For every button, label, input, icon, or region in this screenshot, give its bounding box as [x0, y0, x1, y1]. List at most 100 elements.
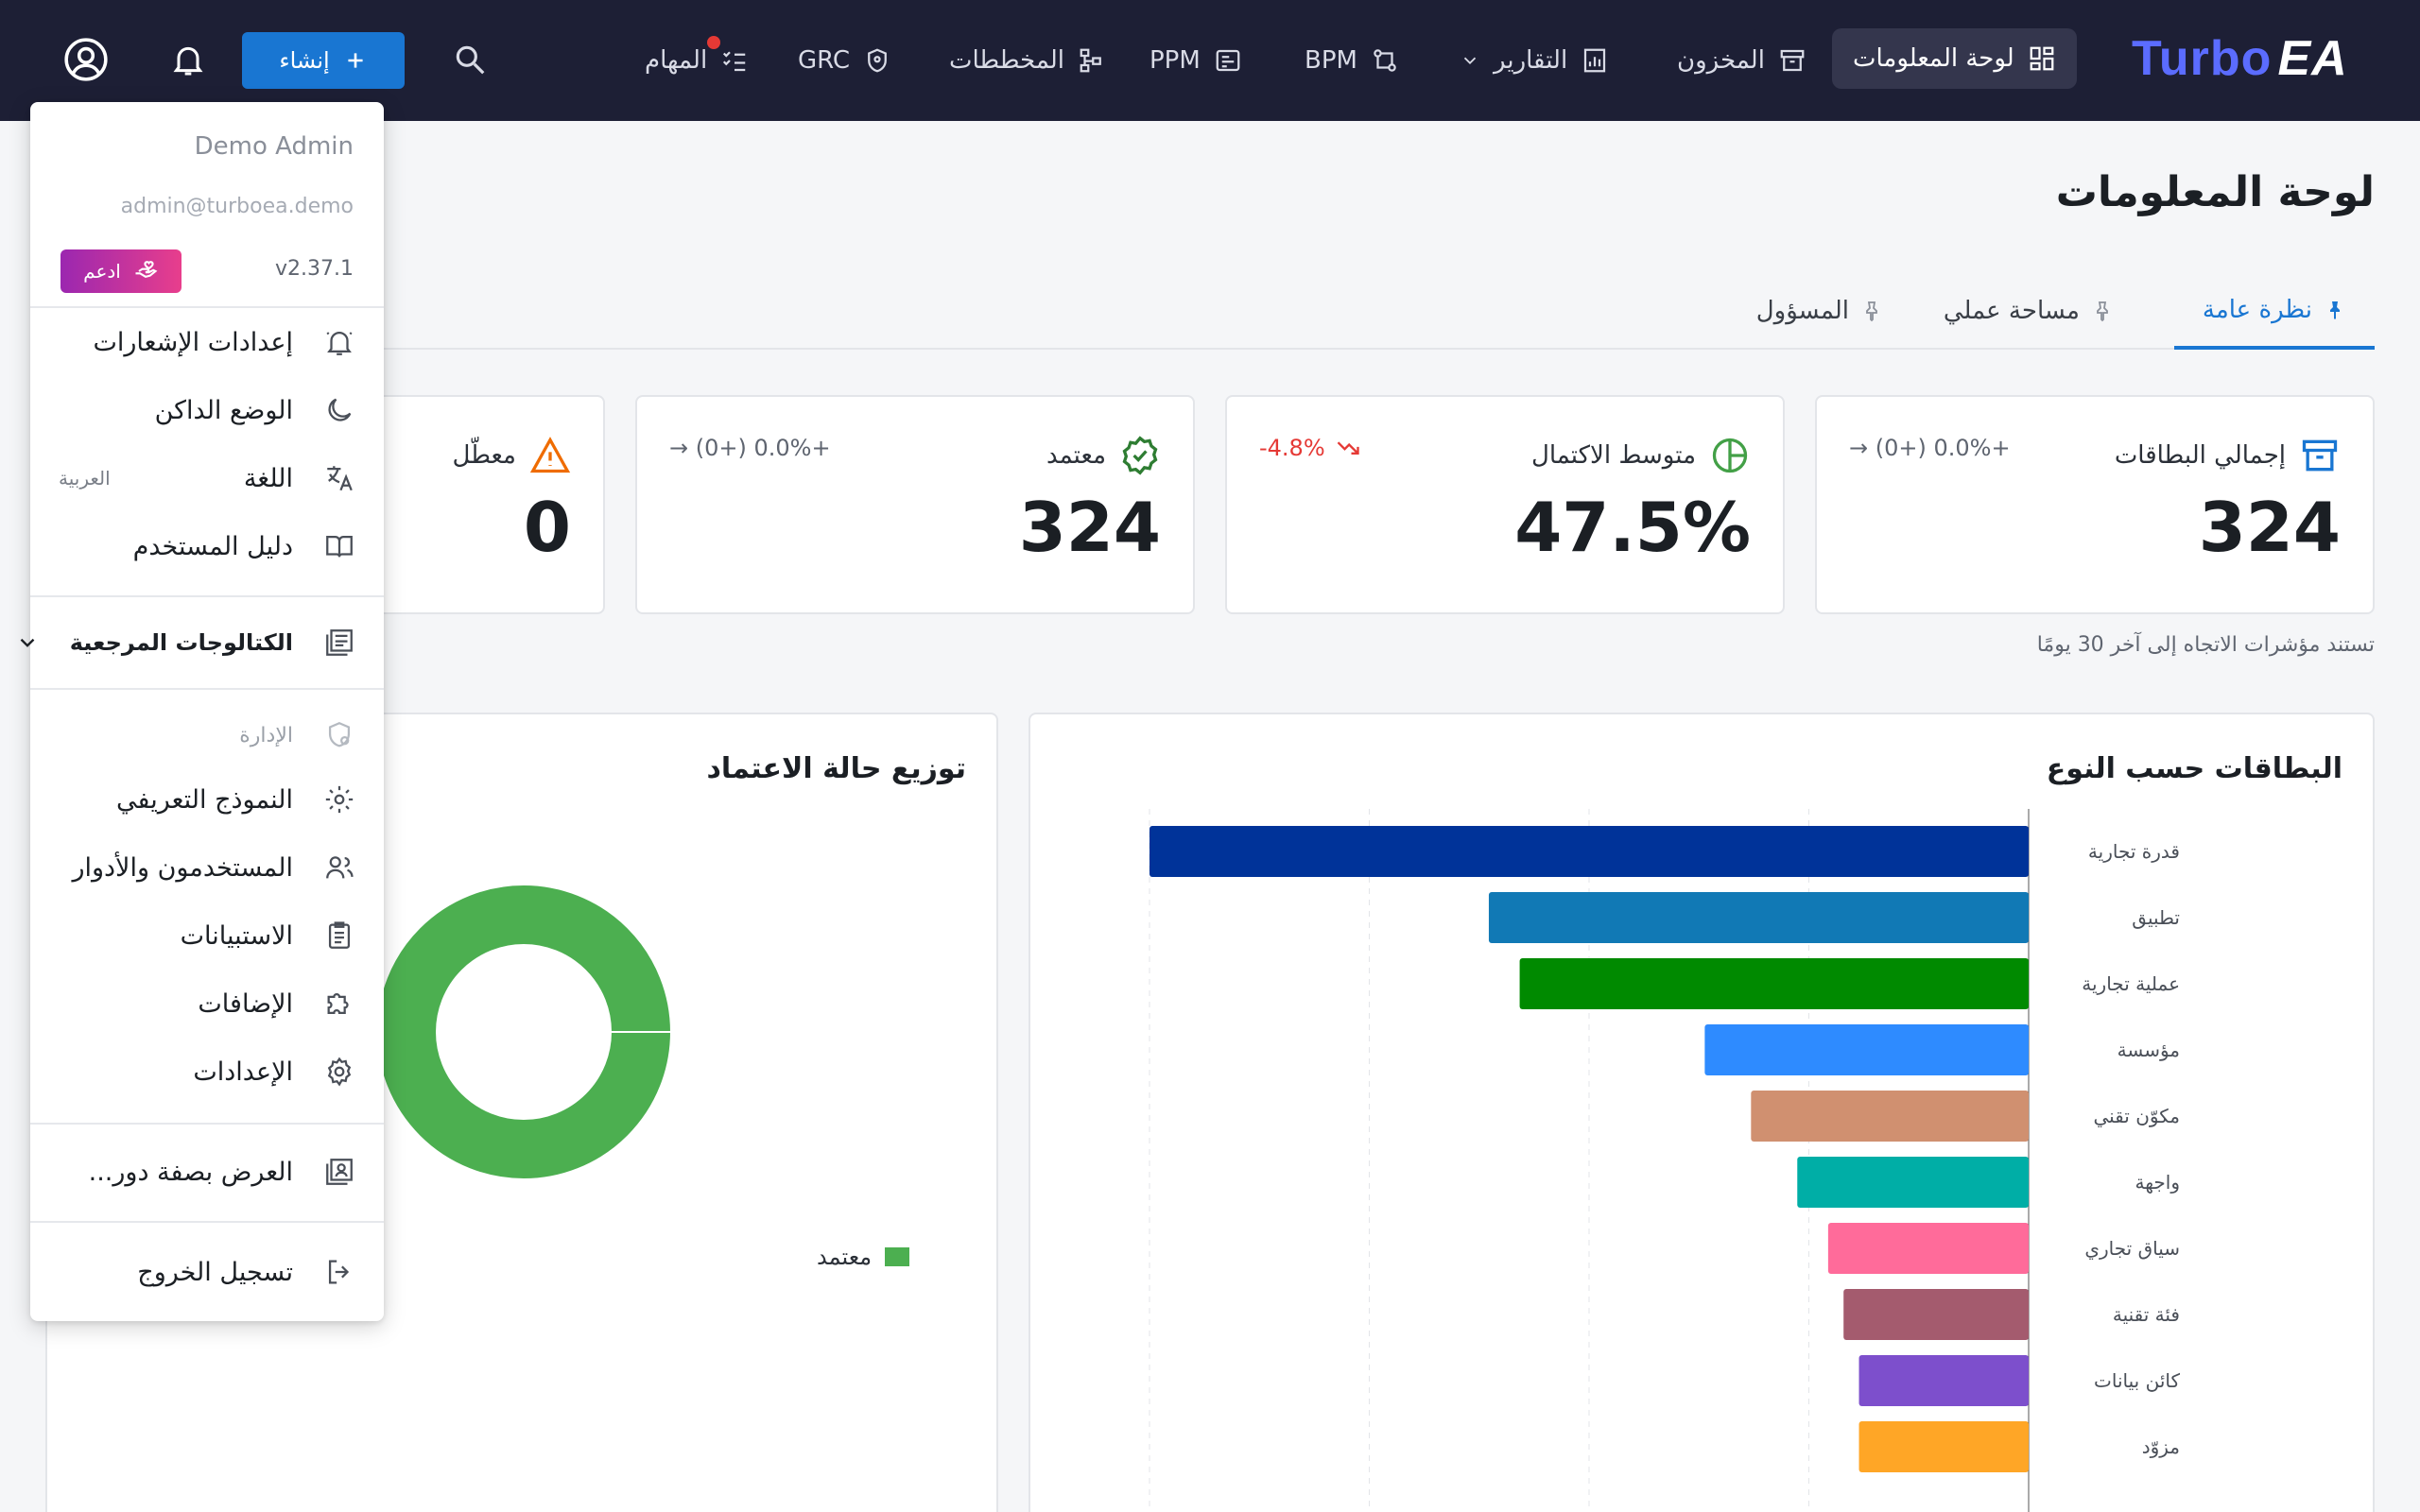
bar-3[interactable]	[1519, 958, 2029, 1009]
divider	[30, 1123, 384, 1125]
user-email: admin@turboea.demo	[120, 195, 354, 218]
support-button[interactable]: ادعم	[60, 249, 182, 293]
logout-icon	[328, 1260, 350, 1284]
report-icon	[1584, 48, 1606, 73]
bar-8[interactable]	[1843, 1289, 2029, 1340]
puzzle-icon	[327, 993, 349, 1015]
bar-category-label: فئة تقنية	[2112, 1303, 2180, 1326]
legend-swatch	[885, 1247, 910, 1266]
nav-ppm[interactable]: PPM	[1150, 36, 1242, 85]
nav-grc[interactable]: GRC	[798, 36, 891, 85]
nav-tasks[interactable]: المهام	[645, 36, 749, 85]
bar-4[interactable]	[1704, 1024, 2029, 1075]
bar-category-label: مكوّن تقني	[2093, 1105, 2180, 1127]
tasks-icon	[723, 51, 746, 72]
bar-5[interactable]	[1751, 1091, 2029, 1142]
kpi-total-cards: إجمالي البطاقات → (0+) 0.0%+ 324	[1815, 395, 2375, 614]
menu-surveys[interactable]: الاستبيانات	[59, 909, 355, 962]
bar-category-label: كائن بيانات	[2094, 1369, 2180, 1392]
view-as-role-icon	[326, 1159, 353, 1185]
menu-logout[interactable]: تسجيل الخروج	[59, 1246, 355, 1298]
current-language: العربية	[59, 467, 111, 490]
kpi-value: 47.5%	[1514, 488, 1751, 567]
tab-overview[interactable]: نظرة عامة	[2173, 274, 2375, 350]
cards-by-type-chart	[1149, 809, 2030, 1512]
menu-reference-catalogs[interactable]: الكتالوجات المرجعية	[20, 616, 355, 669]
app-logo[interactable]: Turbo EA	[2132, 31, 2348, 86]
menu-view-as-role[interactable]: العرض بصفة دور...	[59, 1145, 355, 1198]
menu-metamodel[interactable]: النموذج التعريفي	[59, 773, 355, 826]
kpi-approved: معتمد → (0+) 0.0%+ 324	[635, 395, 1195, 614]
tab-admin[interactable]: المسؤول	[1737, 274, 1902, 348]
bpm-icon	[1374, 49, 1396, 72]
translate-icon	[327, 466, 353, 491]
bar-7[interactable]	[1827, 1223, 2029, 1274]
menu-extensions[interactable]: الإضافات	[59, 977, 355, 1030]
menu-notification-settings[interactable]: إعدادات الإشعارات	[59, 316, 355, 369]
tab-my-workspace[interactable]: مساحة عملي	[1925, 274, 2133, 348]
chart-legend: معتمد	[817, 1244, 910, 1270]
archive-icon	[2302, 439, 2338, 472]
kpi-trend: -4.8%	[1259, 435, 1361, 461]
bell-icon	[173, 46, 203, 76]
plus-icon	[348, 53, 363, 68]
cards-by-type-card: البطاقات حسب النوع قدرة تجارية تطبيق عملية…	[1028, 713, 2375, 1512]
bar-category-label: قدرة تجارية	[2087, 840, 2180, 863]
nav-diagrams[interactable]: المخططات	[949, 36, 1106, 85]
users-icon	[326, 856, 354, 879]
nav-inventory[interactable]: المخزون	[1677, 36, 1806, 85]
notifications-button[interactable]	[163, 34, 214, 85]
nav-dashboard[interactable]: لوحة المعلومات	[1832, 28, 2077, 89]
app-version: v2.37.1	[275, 257, 354, 281]
divider	[30, 688, 384, 690]
menu-settings[interactable]: الإعدادات	[59, 1045, 355, 1098]
nav-bpm[interactable]: BPM	[1305, 36, 1399, 85]
dashboard-icon	[2030, 46, 2054, 71]
pin-icon	[2330, 301, 2340, 319]
bar-2[interactable]	[1488, 892, 2029, 943]
pie-icon	[1712, 438, 1748, 473]
verified-icon	[1122, 436, 1158, 475]
bar-category-label: مؤسسة	[2117, 1039, 2180, 1061]
trend-note: تستند مؤشرات الاتجاه إلى آخر 30 يومًا	[2036, 633, 2375, 657]
pin-outline-icon	[1866, 301, 1877, 322]
bar-1[interactable]	[1150, 826, 2029, 877]
gear-icon	[327, 1057, 352, 1087]
bar-category-label: عملية تجارية	[2082, 972, 2180, 995]
diagram-icon	[1080, 48, 1101, 73]
create-button[interactable]: إنشاء	[242, 32, 405, 89]
bar-category-label: سياق تجاري	[2084, 1237, 2180, 1260]
bell-settings-icon	[326, 332, 353, 355]
bar-9[interactable]	[1858, 1355, 2029, 1406]
bar-category-label: واجهة	[2135, 1171, 2180, 1194]
account-circle-icon	[64, 38, 108, 81]
divider	[30, 306, 384, 308]
kpi-average-completion: متوسط الاكتمال -4.8% 47.5%	[1225, 395, 1785, 614]
shield-icon	[868, 48, 887, 73]
page-title: لوحة المعلومات	[2055, 168, 2375, 216]
dashboard-tabs: نظرة عامة مساحة عملي المسؤول	[359, 274, 2375, 350]
bar-10[interactable]	[1858, 1421, 2029, 1472]
chevron-down-icon	[20, 638, 35, 647]
kpi-value: 324	[2198, 488, 2341, 567]
menu-user-guide[interactable]: دليل المستخدم	[59, 520, 355, 573]
menu-dark-mode[interactable]: الوضع الداكن	[59, 384, 355, 437]
top-navigation-bar: Turbo EA لوحة المعلومات المخزون التقارير …	[0, 0, 2420, 121]
donut-slice-1[interactable]	[377, 885, 670, 1178]
bar-6[interactable]	[1797, 1157, 2029, 1208]
search-button[interactable]	[444, 34, 495, 85]
approval-donut-chart	[377, 885, 670, 1178]
account-button[interactable]	[60, 34, 112, 85]
nav-reports[interactable]: التقارير	[1460, 36, 1609, 85]
divider	[30, 595, 384, 597]
kpi-trend: → (0+) 0.0%+	[1849, 435, 2011, 461]
user-menu: Demo Admin admin@turboea.demo v2.37.1 اد…	[20, 102, 384, 1321]
menu-language[interactable]: اللغة العربية	[59, 452, 355, 505]
user-name: Demo Admin	[194, 132, 354, 161]
search-icon	[456, 45, 485, 75]
menu-users-roles[interactable]: المستخدمون والأدوار	[59, 841, 355, 894]
pin-outline-icon	[2097, 301, 2108, 322]
divider	[30, 1221, 384, 1223]
admin-shield-icon	[328, 722, 351, 747]
card-title: البطاقات حسب النوع	[2046, 752, 2342, 785]
